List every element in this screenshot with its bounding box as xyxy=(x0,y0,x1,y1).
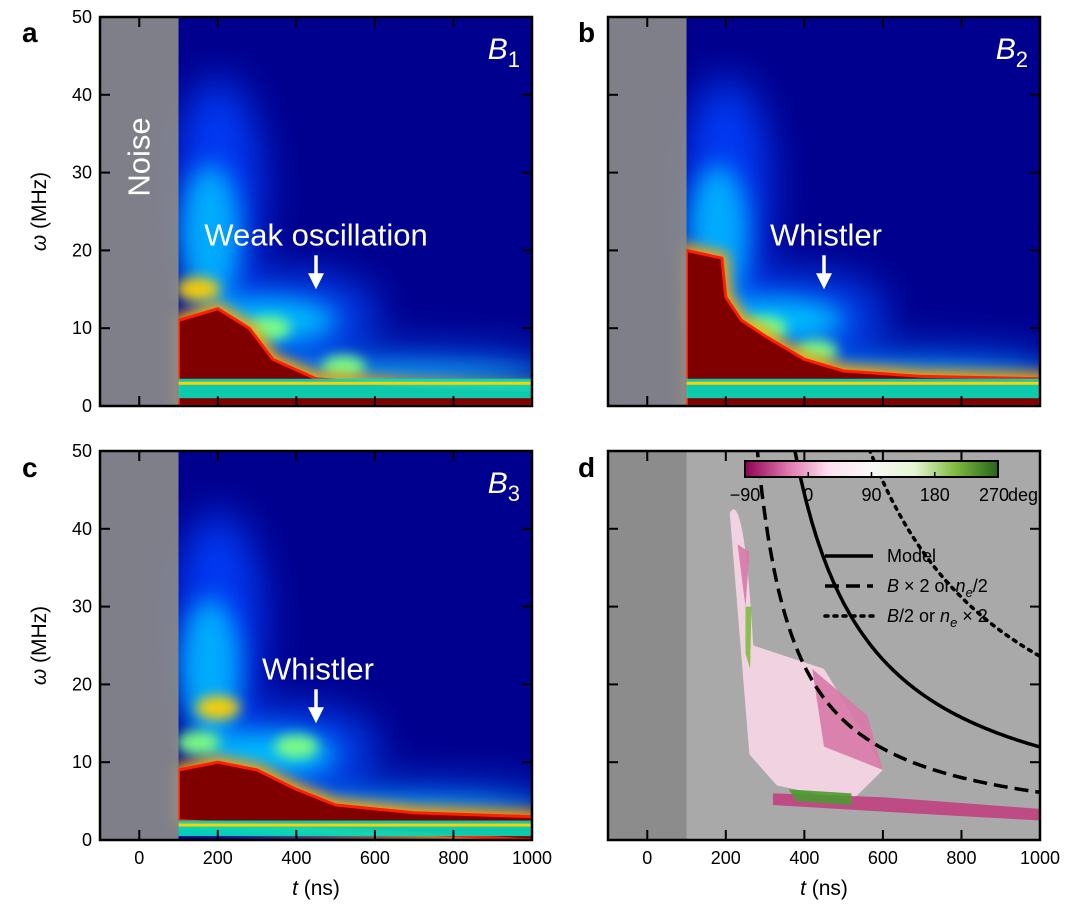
x-tick-label: 400 xyxy=(281,848,311,868)
panel-label-a: a xyxy=(22,17,38,48)
colorbar-tick-label: 270 xyxy=(979,485,1009,505)
annotation-label: Weak oscillation xyxy=(204,217,427,252)
colorbar-unit: deg xyxy=(1008,485,1038,505)
noise-region xyxy=(100,451,179,840)
panel-label-d: d xyxy=(578,452,595,483)
x-tick-label: 1000 xyxy=(1020,848,1060,868)
y-tick-label: 40 xyxy=(72,519,92,539)
x-tick-label: 0 xyxy=(642,848,652,868)
x-tick-label: 200 xyxy=(711,848,741,868)
hotspot xyxy=(274,734,319,759)
hotspot xyxy=(176,277,221,302)
colorbar-tick-label: 90 xyxy=(861,485,881,505)
annotation-arrow-head xyxy=(816,273,832,290)
annotation-label: Whistler xyxy=(262,651,374,686)
phase-patch-magenta xyxy=(812,668,883,770)
low-frequency-band xyxy=(178,378,532,399)
noise-region xyxy=(608,17,687,406)
variable-label: B2 xyxy=(996,33,1028,72)
annotation-arrow-head xyxy=(308,273,324,290)
axes-frame xyxy=(606,15,1042,408)
high-power-region xyxy=(685,248,1040,406)
panel-b-spectrogram: B2 Whistler xyxy=(606,15,1042,408)
axes-frame xyxy=(98,15,534,408)
hotspot xyxy=(176,730,221,755)
phase-patch-green-top xyxy=(745,606,752,669)
low-frequency-band xyxy=(686,378,1040,399)
variable-label: B1 xyxy=(488,33,520,72)
spectrogram-hotspots xyxy=(176,695,319,759)
y-tick-label: 20 xyxy=(72,674,92,694)
low-band-line xyxy=(178,381,532,385)
y-tick-label: 50 xyxy=(72,7,92,27)
y-tick-label: 30 xyxy=(72,163,92,183)
model-curve-dotted xyxy=(868,451,1040,659)
legend-label-dotted: B/2 or ne × 2 xyxy=(887,606,988,630)
y-tick-label: 40 xyxy=(72,85,92,105)
annotation-arrow-head xyxy=(308,707,324,724)
noise-region xyxy=(100,17,179,406)
y-tick-label: 0 xyxy=(82,396,92,416)
low-band-line xyxy=(178,823,532,827)
axes-frame xyxy=(98,449,534,842)
noise-region xyxy=(608,451,687,840)
phase-patches xyxy=(729,509,1040,821)
axes-frame xyxy=(606,449,1042,842)
panel-a-spectrogram: Noise 0 10 20 30 40 50 ω (MHz) B1 Weak oscillatio… xyxy=(28,7,534,416)
y-tick-label: 20 xyxy=(72,240,92,260)
legend-label-solid: Model xyxy=(887,546,936,566)
x-tick-label: 0 xyxy=(134,848,144,868)
y-tick-label: 10 xyxy=(72,752,92,772)
y-tick-label: 10 xyxy=(72,318,92,338)
y-tick-label: 50 xyxy=(72,441,92,461)
x-tick-label: 800 xyxy=(438,848,468,868)
y-tick-label: 30 xyxy=(72,597,92,617)
y-axis-label: ω (MHz) xyxy=(28,606,51,685)
x-tick-label: 1000 xyxy=(512,848,552,868)
plot-area-d xyxy=(608,451,1040,840)
noise-label: Noise xyxy=(121,117,156,196)
model-curve-dashed xyxy=(755,451,1040,795)
x-tick-label: 600 xyxy=(868,848,898,868)
x-axis-label: t (ns) xyxy=(800,877,848,900)
low-band-line xyxy=(686,381,1040,385)
colorbar-tick-label: −90 xyxy=(730,485,761,505)
panel-c-spectrogram: 0 200 400 600 800 1000 0 10 20 30 40 50 t (ns) ω (MHz… xyxy=(28,441,552,900)
model-curve-solid xyxy=(793,451,1040,749)
colorbar-tick-label: 0 xyxy=(803,485,813,505)
panel-label-b: b xyxy=(578,17,595,48)
x-tick-label: 800 xyxy=(946,848,976,868)
hotspot xyxy=(195,695,240,720)
panel-label-c: c xyxy=(22,452,38,483)
x-axis-label: t (ns) xyxy=(292,877,340,900)
plot-area-c xyxy=(100,451,532,840)
low-frequency-band xyxy=(178,820,532,837)
variable-label: B3 xyxy=(488,467,520,506)
y-tick-label: 0 xyxy=(82,830,92,850)
x-tick-label: 200 xyxy=(203,848,233,868)
annotation-label: Whistler xyxy=(770,217,882,252)
x-tick-label: 400 xyxy=(789,848,819,868)
plot-area-a xyxy=(100,17,532,406)
legend-label-dashed: B × 2 or ne/2 xyxy=(887,576,988,600)
phase-patch-magenta-top xyxy=(737,544,750,607)
y-axis-label: ω (MHz) xyxy=(28,172,51,251)
x-tick-label: 600 xyxy=(360,848,390,868)
plot-area-b xyxy=(608,17,1040,406)
colorbar-tick-label: 180 xyxy=(920,485,950,505)
phase-patch-green xyxy=(788,789,852,805)
